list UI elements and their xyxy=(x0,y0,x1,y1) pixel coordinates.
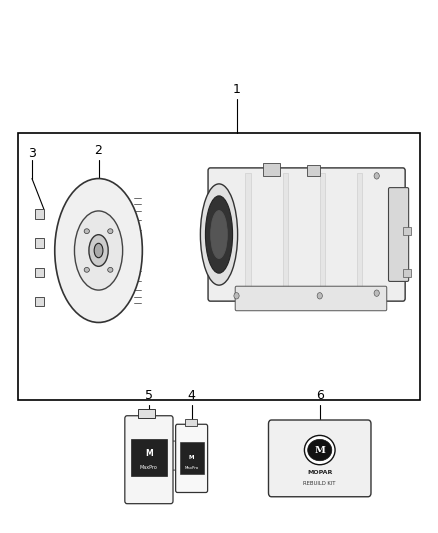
Ellipse shape xyxy=(74,211,123,290)
Text: REBUILD KIT: REBUILD KIT xyxy=(304,481,336,486)
Bar xyxy=(403,227,411,235)
FancyBboxPatch shape xyxy=(208,168,405,301)
Ellipse shape xyxy=(94,243,103,257)
FancyBboxPatch shape xyxy=(125,416,173,504)
Bar xyxy=(283,173,288,296)
Text: 2: 2 xyxy=(95,144,102,157)
Circle shape xyxy=(374,173,379,179)
Ellipse shape xyxy=(200,184,237,285)
Text: 4: 4 xyxy=(188,390,195,402)
Text: 6: 6 xyxy=(316,390,324,402)
Bar xyxy=(320,173,325,296)
Bar xyxy=(131,439,167,477)
Text: MaxPro: MaxPro xyxy=(140,465,158,471)
Text: 3: 3 xyxy=(28,147,36,160)
Text: MOPAR: MOPAR xyxy=(307,470,332,475)
Bar xyxy=(184,419,197,426)
Bar xyxy=(357,173,362,296)
Ellipse shape xyxy=(108,268,113,272)
Text: MaxPro: MaxPro xyxy=(184,466,199,470)
Text: M: M xyxy=(145,449,153,458)
FancyBboxPatch shape xyxy=(167,441,184,470)
Bar xyxy=(18,133,420,400)
Ellipse shape xyxy=(211,211,227,259)
FancyBboxPatch shape xyxy=(389,188,409,281)
FancyBboxPatch shape xyxy=(176,424,208,492)
Text: M: M xyxy=(314,446,325,455)
Ellipse shape xyxy=(307,439,332,461)
Text: M: M xyxy=(189,455,194,459)
Ellipse shape xyxy=(84,268,89,272)
Circle shape xyxy=(374,290,379,296)
Bar xyxy=(403,269,411,277)
Ellipse shape xyxy=(89,235,108,266)
Circle shape xyxy=(234,293,239,299)
Bar xyxy=(307,165,320,176)
Bar xyxy=(35,209,44,219)
Bar xyxy=(263,163,280,176)
Circle shape xyxy=(317,293,322,299)
Ellipse shape xyxy=(304,435,335,465)
Text: 1: 1 xyxy=(233,83,240,96)
FancyBboxPatch shape xyxy=(235,286,387,311)
Ellipse shape xyxy=(108,229,113,233)
Ellipse shape xyxy=(205,196,233,273)
Text: 5: 5 xyxy=(145,390,153,402)
Bar xyxy=(35,268,44,277)
Bar xyxy=(35,238,44,248)
Ellipse shape xyxy=(84,229,89,233)
Ellipse shape xyxy=(55,179,142,322)
Bar xyxy=(245,173,251,296)
Bar xyxy=(138,409,155,418)
FancyBboxPatch shape xyxy=(268,420,371,497)
Bar xyxy=(35,297,44,306)
Bar xyxy=(180,442,204,474)
